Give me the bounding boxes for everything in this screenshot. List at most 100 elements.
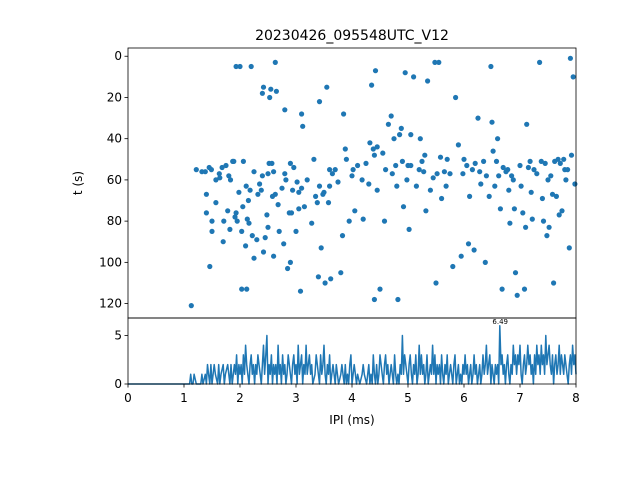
scatter-point	[520, 210, 526, 216]
scatter-point	[475, 115, 481, 121]
scatter-point	[561, 156, 567, 162]
scatter-point	[296, 206, 302, 212]
scatter-point	[313, 193, 319, 199]
scatter-point	[339, 233, 346, 239]
scatter-point	[490, 148, 496, 154]
scatter-point	[300, 123, 306, 129]
scatter-point	[385, 121, 391, 127]
scatter-point	[304, 177, 310, 183]
scatter-point	[221, 218, 227, 224]
scatter-point	[254, 237, 260, 243]
scatter-point	[239, 228, 245, 234]
scatter-point	[557, 160, 563, 166]
scatter-point	[544, 233, 550, 239]
scatter-point	[367, 140, 373, 146]
scatter-point	[372, 68, 379, 74]
scatter-point	[436, 59, 442, 65]
y-tick-label: 100	[99, 255, 122, 269]
scatter-point	[315, 274, 321, 280]
scatter-point	[453, 94, 459, 101]
scatter-point	[496, 173, 502, 179]
scatter-point	[433, 280, 439, 286]
scatter-point	[244, 286, 250, 292]
scatter-point	[363, 160, 369, 166]
scatter-point	[213, 177, 219, 183]
scatter-point	[234, 218, 240, 224]
scatter-point	[369, 82, 375, 88]
scatter-point	[370, 146, 376, 152]
scatter-point	[523, 224, 529, 230]
scatter-point	[287, 160, 293, 166]
scatter-point	[500, 164, 506, 171]
scatter-point	[529, 216, 535, 222]
scatter-point	[265, 171, 271, 177]
scatter-point	[273, 88, 279, 94]
scatter-point	[245, 197, 251, 204]
x-tick-label: 8	[572, 391, 580, 405]
scatter-point	[329, 171, 335, 177]
x-tick-label: 1	[180, 391, 188, 405]
scatter-point	[525, 164, 532, 171]
scatter-point	[512, 270, 519, 276]
scatter-point	[570, 74, 576, 80]
scatter-point	[294, 179, 300, 185]
scatter-point	[514, 292, 520, 298]
scatter-point	[267, 94, 273, 101]
scatter-point	[540, 218, 547, 224]
scatter-point	[404, 177, 410, 183]
scatter-point	[208, 167, 214, 173]
scatter-point	[299, 111, 305, 117]
scatter-point	[219, 164, 225, 171]
scatter-point	[203, 191, 209, 197]
scatter-point	[276, 228, 282, 234]
scatter-point	[461, 156, 467, 162]
scatter-point	[282, 171, 288, 177]
scatter-point	[539, 195, 546, 202]
scatter-point	[318, 245, 324, 251]
scatter-point	[246, 220, 252, 226]
scatter-point	[538, 158, 544, 164]
scatter-point	[281, 241, 287, 247]
scatter-point	[258, 187, 264, 193]
scatter-point	[271, 169, 277, 175]
scatter-point	[465, 241, 472, 247]
scatter-point	[477, 169, 483, 175]
scatter-point	[545, 177, 551, 183]
scatter-point	[478, 181, 484, 187]
scatter-point	[556, 212, 562, 218]
scatter-point	[255, 191, 261, 197]
scatter-point	[360, 216, 366, 222]
scatter-point	[309, 220, 315, 226]
scatter-point	[338, 270, 344, 276]
scatter-point	[327, 183, 333, 189]
scatter-point	[233, 63, 239, 70]
scatter-point	[259, 90, 265, 96]
scatter-point	[499, 286, 505, 292]
scatter-point	[225, 208, 231, 214]
scatter-point	[240, 204, 246, 210]
scatter-point	[389, 171, 395, 177]
scatter-point	[521, 286, 528, 292]
scatter-point	[213, 200, 219, 206]
scatter-point	[291, 164, 297, 171]
scatter-point	[548, 173, 554, 179]
scatter-point	[467, 193, 473, 199]
scatter-point	[257, 181, 263, 187]
scatter-point	[483, 173, 489, 179]
scatter-point	[437, 154, 444, 160]
scatter-point	[546, 224, 552, 230]
x-tick-label: 3	[292, 391, 300, 405]
scatter-point	[549, 191, 556, 197]
scatter-point	[227, 226, 233, 232]
scatter-point	[299, 185, 305, 191]
scatter-point	[551, 280, 557, 286]
scatter-point	[507, 220, 513, 226]
scatter-point	[393, 162, 399, 169]
scatter-point	[243, 183, 249, 189]
scatter-point	[349, 173, 355, 179]
scatter-point	[217, 175, 223, 181]
scatter-point	[430, 175, 436, 181]
scatter-point	[327, 167, 333, 173]
y-tick-label: 80	[107, 214, 122, 228]
scatter-point	[444, 156, 450, 162]
